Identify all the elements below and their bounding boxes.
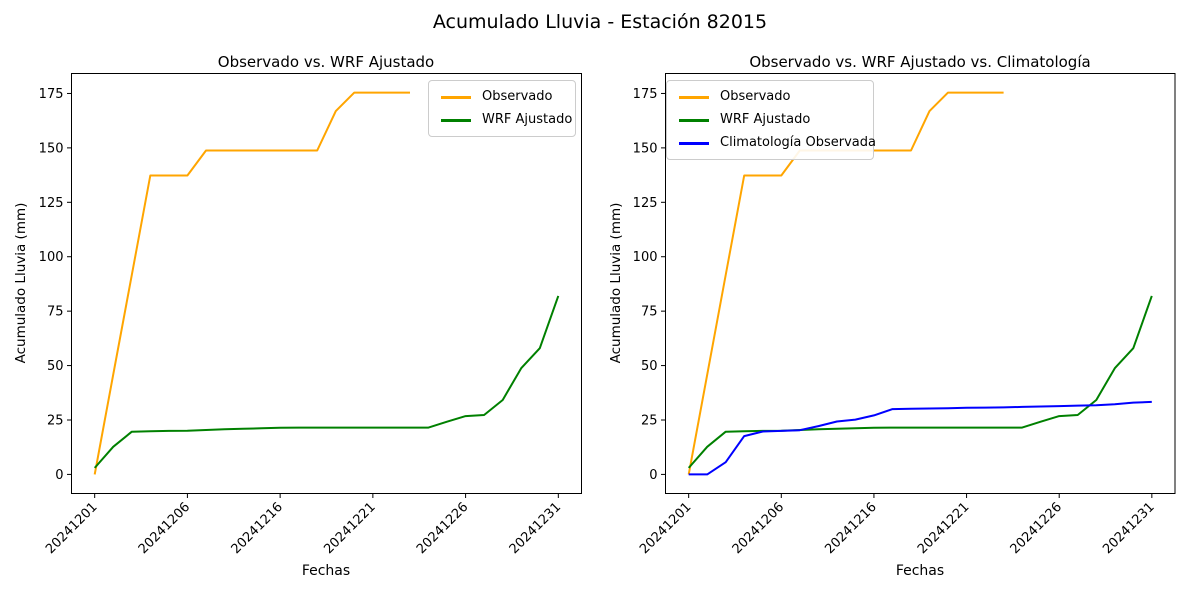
climatologia-line-swatch — [679, 141, 709, 145]
series-line-wrf-ajustado — [93, 295, 560, 469]
series-line-wrf-ajustado — [687, 295, 1153, 469]
y-tick-label: 50 — [641, 359, 658, 374]
x-tick-label: 20241226 — [414, 500, 471, 557]
legend-item: WRF Ajustado — [437, 110, 572, 130]
y-tick-label: 125 — [633, 196, 658, 211]
y-tick-label: 75 — [47, 305, 64, 320]
wrf-line-swatch — [679, 118, 709, 122]
series-line-climatolog-a-observada — [688, 400, 1152, 476]
axes-0: 0 25 50 75 100 125 150 175 20241201 20241206 20241… — [39, 73, 582, 557]
legend-label: Observado — [482, 89, 553, 104]
left-y-axis-label: Acumulado Lluvia (mm) — [13, 202, 29, 364]
x-tick-label: 20241231 — [507, 500, 564, 557]
legend-item: Climatología Observada — [675, 133, 876, 153]
x-tick-label: 20241201 — [637, 500, 694, 557]
x-tick-label: 20241201 — [43, 500, 100, 557]
legend-label: Observado — [720, 89, 791, 104]
y-tick-label: 50 — [47, 359, 64, 374]
left-chart-title: Observado vs. WRF Ajustado — [217, 53, 435, 71]
x-tick-label: 20241216 — [822, 500, 879, 557]
y-tick-label: 100 — [39, 250, 64, 265]
y-tick-label: 150 — [633, 141, 658, 156]
right-y-axis-label: Acumulado Lluvia (mm) — [608, 202, 624, 364]
legend-item: Observado — [437, 87, 567, 107]
right-x-axis-label: Fechas — [895, 563, 945, 579]
y-tick-label: 175 — [633, 87, 658, 102]
legend-label: WRF Ajustado — [482, 112, 573, 127]
wrf-line-swatch — [441, 118, 471, 122]
y-tick-label: 100 — [633, 250, 658, 265]
plot-spines — [71, 73, 582, 494]
y-tick-label: 0 — [55, 468, 63, 483]
legend-item: WRF Ajustado — [675, 110, 865, 130]
right-chart-legend: Observado WRF Ajustado Climatología Obse… — [666, 80, 876, 160]
figure-title: Acumulado Lluvia - Estación 82015 — [432, 11, 768, 33]
y-tick-label: 175 — [39, 87, 64, 102]
x-tick-label: 20241226 — [1008, 500, 1065, 557]
x-tick-label: 20241216 — [229, 500, 286, 557]
observado-line-swatch — [679, 95, 709, 99]
plot-spines — [665, 73, 1176, 494]
observado-line-swatch — [441, 95, 471, 99]
left-chart-legend: Observado WRF Ajustado — [428, 80, 576, 137]
series-line-observado — [93, 91, 410, 475]
x-tick-label: 20241231 — [1100, 500, 1157, 557]
legend-label: WRF Ajustado — [720, 112, 811, 127]
y-tick-label: 75 — [641, 305, 658, 320]
y-tick-label: 0 — [649, 468, 657, 483]
legend-item: Observado — [675, 87, 865, 107]
right-chart-title: Observado vs. WRF Ajustado vs. Climatolo… — [749, 53, 1091, 71]
x-tick-label: 20241221 — [915, 500, 972, 557]
y-tick-label: 125 — [39, 196, 64, 211]
y-tick-label: 25 — [47, 413, 64, 428]
legend-label: Climatología Observada — [720, 135, 876, 150]
x-tick-label: 20241221 — [321, 500, 378, 557]
x-tick-label: 20241206 — [136, 500, 193, 557]
left-x-axis-label: Fechas — [301, 563, 351, 579]
x-tick-label: 20241206 — [730, 500, 787, 557]
y-tick-label: 25 — [641, 413, 658, 428]
y-tick-label: 150 — [39, 141, 64, 156]
